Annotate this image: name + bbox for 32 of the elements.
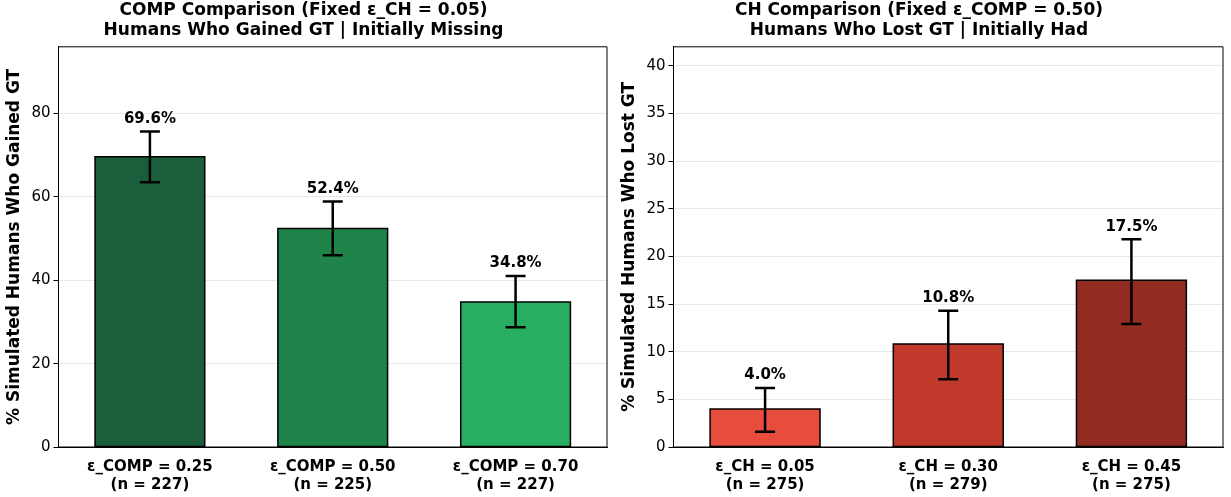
data-label: 34.8%	[489, 253, 542, 272]
y-tick-label: 20	[31, 353, 51, 372]
x-tick-label: ε_COMP = 0.50 (n = 225)	[269, 456, 396, 493]
y-tick-label: 10	[646, 341, 666, 360]
x-tick-label: ε_CH = 0.05 (n = 275)	[715, 456, 815, 493]
chart-subtitle: Humans Who Lost GT | Initially Had	[749, 19, 1089, 40]
y-tick-label: 80	[31, 103, 51, 122]
x-tick-label: ε_COMP = 0.25 (n = 227)	[87, 456, 213, 493]
x-tick-label: ε_CH = 0.45 (n = 275)	[1081, 456, 1182, 493]
data-label: 10.8%	[922, 288, 975, 307]
y-tick-label: 0	[40, 436, 51, 455]
x-tick-label: ε_COMP = 0.70 (n = 227)	[452, 456, 579, 493]
y-tick-label: 35	[646, 103, 666, 122]
data-label: 17.5%	[1105, 216, 1158, 235]
data-label: 4.0%	[744, 365, 786, 384]
y-tick-label: 40	[646, 55, 666, 74]
chart-title: COMP Comparison (Fixed ε_CH = 0.05)	[119, 0, 488, 19]
y-tick-label: 15	[646, 293, 666, 312]
y-tick-label: 5	[655, 389, 666, 408]
y-tick-label: 0	[655, 436, 666, 455]
y-tick-label: 25	[646, 198, 666, 217]
y-tick-label: 40	[31, 270, 51, 289]
y-tick-label: 20	[646, 246, 666, 265]
x-tick-label: ε_CH = 0.30 (n = 279)	[898, 456, 998, 493]
chart-subtitle: Humans Who Gained GT | Initially Missing	[103, 19, 504, 40]
data-label: 69.6%	[123, 108, 176, 127]
y-tick-label: 60	[31, 186, 51, 205]
chart-title: CH Comparison (Fixed ε_COMP = 0.50)	[734, 0, 1104, 19]
y-axis-title: % Simulated Humans Who Gained GT	[2, 68, 23, 426]
data-label: 52.4%	[306, 178, 359, 197]
y-tick-label: 30	[646, 151, 666, 170]
y-axis-title: % Simulated Humans Who Lost GT	[617, 81, 638, 412]
